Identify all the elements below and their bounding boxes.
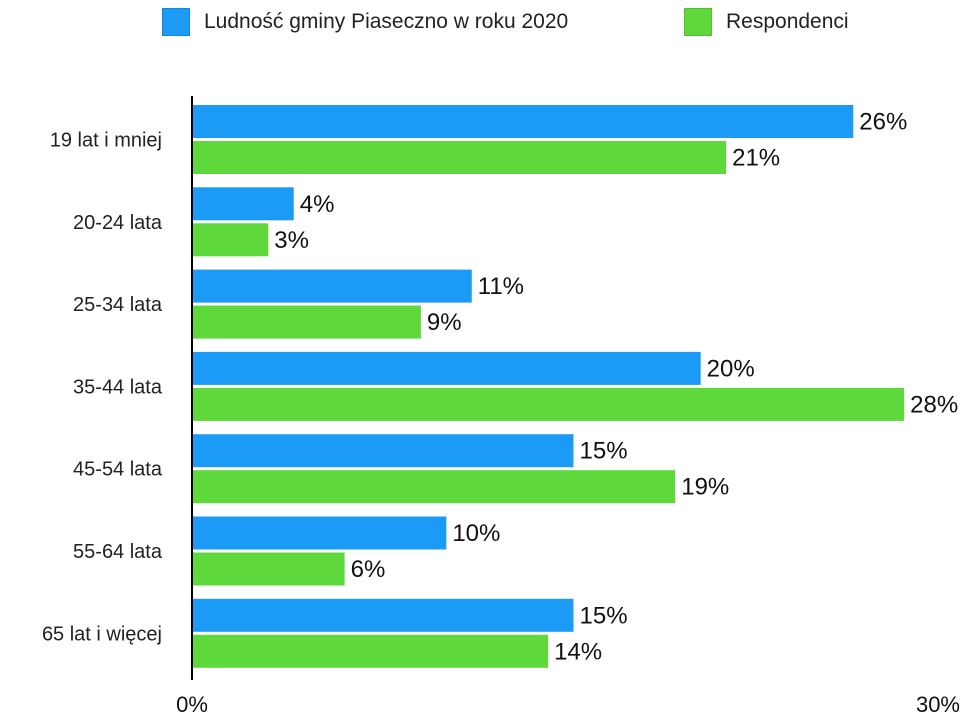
category-label: 20-24 lata	[73, 212, 163, 234]
data-label: 15%	[580, 438, 628, 465]
bar-population	[192, 351, 701, 385]
bar-respondents	[192, 141, 727, 174]
bar-population	[192, 105, 854, 138]
data-label: 21%	[732, 145, 780, 172]
data-label: 3%	[274, 227, 309, 254]
data-label: 26%	[859, 109, 907, 136]
data-label: 4%	[300, 191, 335, 218]
legend-label-population: Ludność gminy Piaseczno w roku 2020	[204, 10, 569, 33]
bar-respondents	[192, 634, 549, 668]
data-label: 15%	[580, 602, 628, 629]
data-label: 28%	[910, 391, 958, 418]
bar-population	[192, 598, 574, 632]
legend-label-respondents: Respondenci	[726, 10, 849, 33]
bar-population	[192, 516, 447, 550]
category-label: 35-44 lata	[73, 376, 163, 398]
bar-population	[192, 434, 574, 468]
data-label: 10%	[452, 520, 500, 547]
data-label: 20%	[707, 355, 755, 382]
x-tick-label: 30%	[916, 692, 960, 713]
legend-swatch-respondents	[684, 8, 712, 36]
bar-population	[192, 269, 472, 303]
legend-item-population: Ludność gminy Piaseczno w roku 2020	[162, 8, 568, 36]
category-label: 25-34 lata	[73, 294, 163, 316]
category-label: 45-54 lata	[73, 459, 163, 481]
bar-respondents	[192, 305, 421, 339]
bar-respondents	[192, 387, 905, 421]
data-label: 11%	[478, 273, 524, 300]
chart-legend: Ludność gminy Piaseczno w roku 2020 Resp…	[0, 8, 963, 42]
data-label: 19%	[681, 474, 729, 501]
legend-item-respondents: Respondenci	[684, 8, 849, 36]
legend-swatch-population	[162, 8, 190, 36]
bar-respondents	[192, 552, 345, 586]
category-label: 19 lat i mniej	[50, 130, 162, 152]
x-tick-label: 0%	[176, 692, 208, 713]
data-label: 14%	[554, 638, 602, 665]
bar-population	[192, 187, 294, 221]
bar-respondents	[192, 470, 676, 504]
category-label: 55-64 lata	[73, 541, 163, 563]
category-label: 65 lat i więcej	[42, 623, 162, 645]
data-label: 6%	[351, 556, 386, 583]
data-label: 9%	[427, 309, 462, 336]
bar-respondents	[192, 223, 269, 257]
